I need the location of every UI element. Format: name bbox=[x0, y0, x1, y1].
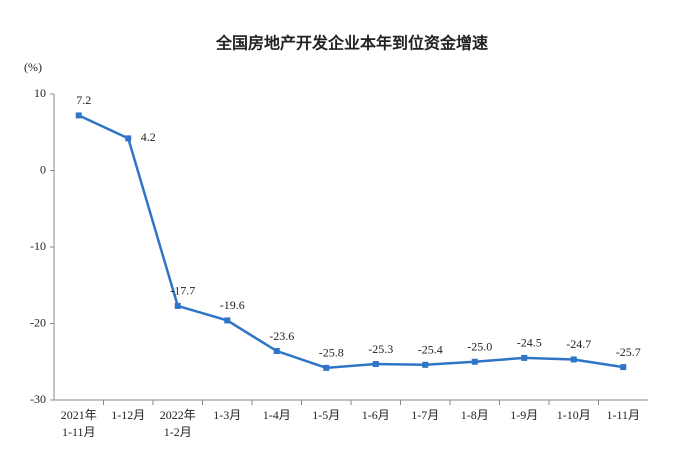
x-tick-label: 1-6月 bbox=[362, 408, 390, 422]
data-point bbox=[620, 364, 627, 371]
data-label: -25.4 bbox=[418, 343, 443, 357]
data-point bbox=[471, 358, 478, 365]
data-label: -19.6 bbox=[220, 298, 245, 312]
data-label: -25.0 bbox=[467, 340, 492, 354]
x-tick-label: 1-11月 bbox=[606, 408, 640, 422]
x-tick-label: 1-12月 bbox=[111, 408, 145, 422]
data-label: -25.7 bbox=[616, 345, 641, 359]
data-point bbox=[422, 361, 429, 368]
data-point bbox=[273, 348, 280, 355]
y-tick-label: -30 bbox=[30, 392, 46, 406]
data-point bbox=[224, 317, 231, 324]
data-point bbox=[372, 361, 379, 368]
x-tick-label: 1-9月 bbox=[510, 408, 538, 422]
x-tick-label: 1-10月 bbox=[557, 408, 591, 422]
data-point bbox=[75, 112, 82, 119]
x-tick-label: 1-8月 bbox=[461, 408, 489, 422]
data-point bbox=[570, 356, 577, 363]
data-label: -25.3 bbox=[368, 342, 393, 356]
data-point bbox=[521, 354, 528, 361]
chart-title: 全国房地产开发企业本年到位资金增速 bbox=[215, 34, 488, 53]
data-label: -24.5 bbox=[517, 336, 542, 350]
y-tick-label: -20 bbox=[30, 315, 46, 329]
y-tick-label: -10 bbox=[30, 239, 46, 253]
x-tick-label: 1-3月 bbox=[213, 408, 241, 422]
data-label: -25.8 bbox=[319, 346, 344, 360]
data-label: 4.2 bbox=[141, 130, 156, 144]
data-point bbox=[125, 135, 132, 142]
x-tick-label: 1-5月 bbox=[312, 408, 340, 422]
label-line: 1-2月 bbox=[164, 425, 192, 439]
data-label: -23.6 bbox=[269, 329, 294, 343]
data-label: -17.7 bbox=[170, 284, 195, 298]
x-tick-label: 2022年 1-2月 bbox=[160, 408, 196, 439]
x-tick-label: 2021年 1-11月 bbox=[61, 408, 97, 439]
data-point bbox=[174, 302, 181, 309]
label-line: 2021年 bbox=[61, 408, 97, 422]
label-line: 1-11月 bbox=[62, 425, 96, 439]
data-label: -24.7 bbox=[566, 337, 591, 351]
x-tick-label: 1-4月 bbox=[263, 408, 291, 422]
data-point bbox=[323, 364, 330, 371]
data-line bbox=[78, 114, 624, 370]
data-label: 7.2 bbox=[76, 93, 91, 107]
x-tick-label: 1-7月 bbox=[411, 408, 439, 422]
y-axis-unit: (%) bbox=[24, 60, 42, 74]
label-line: 2022年 bbox=[160, 408, 196, 422]
y-tick-label: 0 bbox=[40, 162, 46, 176]
y-tick-label: 10 bbox=[34, 86, 46, 100]
